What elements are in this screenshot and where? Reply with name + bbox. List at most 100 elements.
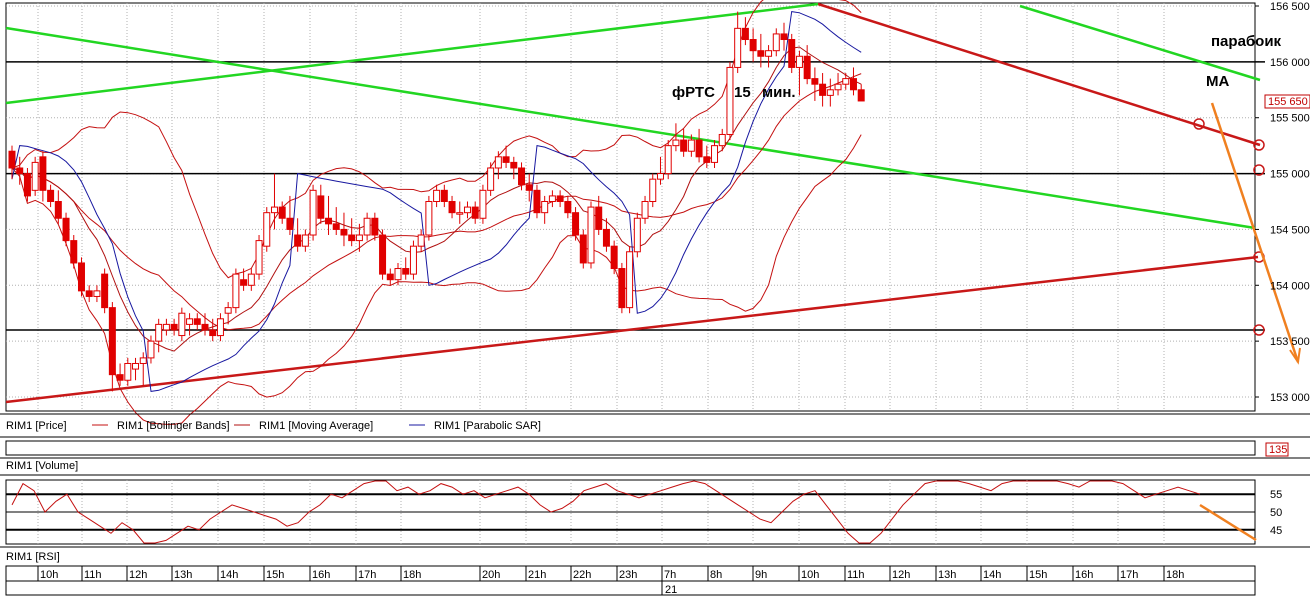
legend-moving-average: RIM1 [Moving Average] xyxy=(259,420,373,432)
trend-channel-lines xyxy=(5,2,1265,404)
rsi-line-group xyxy=(11,480,1201,544)
time-hour-label: 16h xyxy=(312,569,330,581)
time-hour-label: 7h xyxy=(664,569,676,581)
candle-body xyxy=(147,340,155,359)
candle-body xyxy=(54,201,62,219)
candle-body xyxy=(232,273,240,309)
candle-body xyxy=(124,362,132,381)
rsi-y-tick-label: 45 xyxy=(1270,525,1282,537)
time-hour-label: 17h xyxy=(1120,569,1138,581)
candle-body xyxy=(409,245,417,275)
candle-body xyxy=(70,240,78,264)
candle-body xyxy=(726,66,734,135)
candle-body xyxy=(734,27,742,68)
forecast-arrows xyxy=(1210,102,1301,365)
candle-body xyxy=(16,167,24,175)
candle-body xyxy=(255,240,263,275)
rising-support-line xyxy=(5,255,1259,404)
candle-body xyxy=(201,323,209,331)
candle-body xyxy=(209,329,217,337)
price-grid xyxy=(6,3,1255,411)
candle-body xyxy=(440,189,448,202)
falling-resistance-line xyxy=(817,2,1261,147)
candle-body xyxy=(741,27,749,41)
candle-body xyxy=(587,206,595,264)
candle-body xyxy=(533,189,541,214)
candle-body xyxy=(101,273,109,309)
candle-body xyxy=(325,217,333,225)
volume-panel-title: RIM1 [Volume] xyxy=(6,460,78,472)
legend-price: RIM1 [Price] xyxy=(6,420,67,432)
annotation-interval: 15 xyxy=(734,84,751,101)
candle-body xyxy=(510,161,518,169)
candle-body xyxy=(610,245,618,270)
candle-body xyxy=(108,307,116,376)
candle-body xyxy=(379,234,387,275)
candle-body xyxy=(772,33,780,52)
candle-body xyxy=(294,234,302,247)
price-forecast-arrow xyxy=(1210,102,1300,363)
price-y-tick-label: 156 000 xyxy=(1270,57,1310,69)
candle-body xyxy=(602,228,610,247)
time-axis: 10h 11h 12h 13h 14h 15h 16h 17h 18h 20h 21h 22h 23h 7… xyxy=(5,565,1256,596)
candle-body xyxy=(548,195,556,203)
price-legend: RIM1 [Price] RIM1 [Bollinger Bands] RIM1… xyxy=(0,413,1310,438)
candle-body xyxy=(309,189,317,236)
candle-body xyxy=(348,234,356,242)
touch-point-marker xyxy=(1253,164,1265,176)
time-hour-label: 17h xyxy=(358,569,376,581)
candle-body xyxy=(579,234,587,264)
rsi-y-tick-label: 50 xyxy=(1270,507,1282,519)
time-hour-label: 12h xyxy=(892,569,910,581)
candle-body xyxy=(703,156,711,163)
candle-body xyxy=(656,173,664,180)
candle-body xyxy=(186,318,194,325)
candle-body xyxy=(695,139,703,158)
candle-body xyxy=(363,217,371,236)
candle-body xyxy=(394,268,402,281)
time-hour-label: 9h xyxy=(755,569,767,581)
time-hour-label: 16h xyxy=(1075,569,1093,581)
candle-body xyxy=(826,89,834,96)
candle-body xyxy=(425,201,433,236)
candle-body xyxy=(270,206,278,214)
candle-body xyxy=(301,234,309,247)
candle-body xyxy=(788,39,796,68)
candle-body xyxy=(487,167,495,191)
candle-body xyxy=(803,55,811,80)
candle-body xyxy=(811,78,819,85)
time-date-label: 21 xyxy=(665,584,677,596)
rsi-y-tick-label: 55 xyxy=(1270,489,1282,501)
time-hour-label: 15h xyxy=(266,569,284,581)
time-hour-label: 12h xyxy=(129,569,147,581)
price-plot-frame xyxy=(5,2,1256,412)
annotation-instrument: фРТС xyxy=(672,84,715,101)
candle-body xyxy=(649,178,657,203)
candle-body xyxy=(8,150,16,169)
time-hour-label: 14h xyxy=(220,569,238,581)
rsi-levels xyxy=(6,493,1255,531)
candle-body xyxy=(278,206,286,219)
candle-body xyxy=(595,206,603,230)
candle-body xyxy=(718,133,726,147)
candle-body xyxy=(618,268,626,309)
time-hour-label: 18h xyxy=(1166,569,1184,581)
candle-body xyxy=(116,374,124,381)
last-price-badge: 155 650 xyxy=(1264,94,1310,109)
candle-body xyxy=(162,323,170,331)
indicator-lines xyxy=(11,0,862,425)
candle-body xyxy=(494,156,502,169)
candle-body xyxy=(641,201,649,219)
candle-body xyxy=(633,217,641,253)
time-hour-label: 13h xyxy=(938,569,956,581)
candle-body xyxy=(332,223,340,230)
candle-body xyxy=(371,217,379,236)
candle-body xyxy=(541,201,549,214)
candlesticks xyxy=(8,11,865,392)
candle-body xyxy=(842,78,850,85)
volume-plot-frame xyxy=(5,440,1256,456)
time-hour-label: 18h xyxy=(403,569,421,581)
time-hour-label: 11h xyxy=(847,569,865,581)
price-panel: 156 500 156 000 155 500 155 000 154 500 154 0… xyxy=(5,0,1310,425)
